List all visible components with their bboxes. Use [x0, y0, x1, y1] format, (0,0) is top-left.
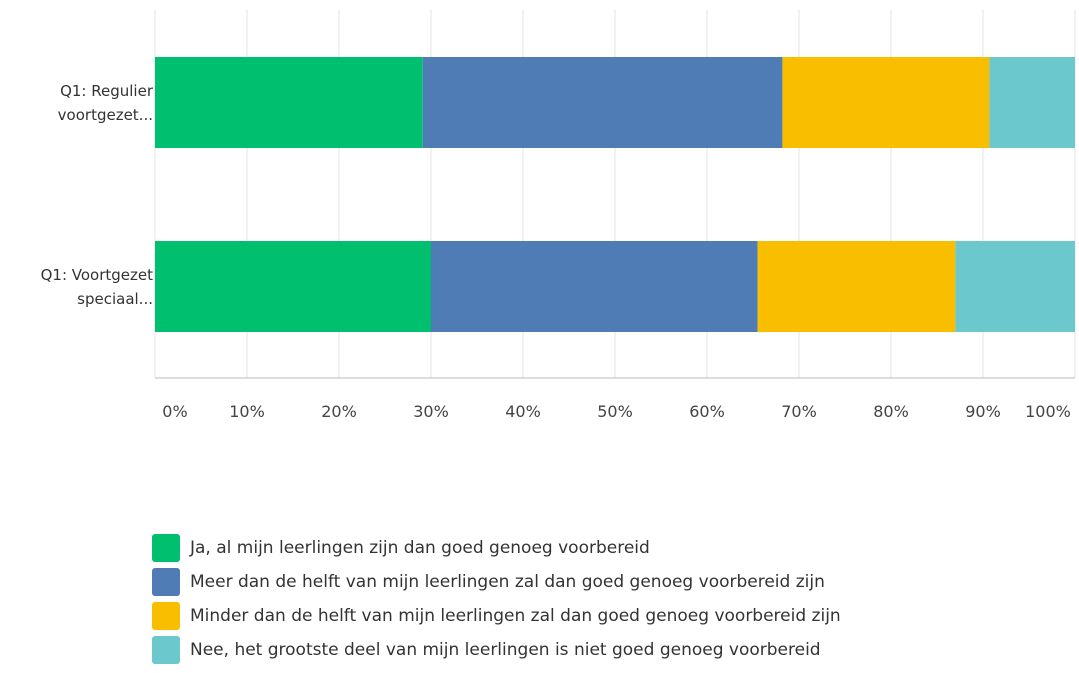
bar-segment	[431, 241, 758, 332]
bar-segment	[422, 57, 783, 148]
x-tick-label: 50%	[597, 402, 633, 421]
legend-swatch	[152, 568, 180, 596]
legend-label: Ja, al mijn leerlingen zijn dan goed gen…	[190, 538, 650, 558]
bar-segment	[155, 57, 423, 148]
bar-segment	[155, 241, 431, 332]
x-tick-label: 70%	[781, 402, 817, 421]
x-tick-label: 40%	[505, 402, 541, 421]
legend-label: Minder dan de helft van mijn leerlingen …	[190, 606, 841, 626]
legend-item: Ja, al mijn leerlingen zijn dan goed gen…	[152, 534, 650, 562]
bar-segment	[955, 241, 1075, 332]
legend-swatch	[152, 636, 180, 664]
bar-segment	[782, 57, 990, 148]
x-tick-label: 80%	[873, 402, 909, 421]
legend-label: Meer dan de helft van mijn leerlingen za…	[190, 572, 825, 592]
bar-segment	[989, 57, 1075, 148]
legend-label: Nee, het grootste deel van mijn leerling…	[190, 640, 821, 660]
x-tick-label: 100%	[1025, 402, 1071, 421]
x-tick-label: 20%	[321, 402, 357, 421]
legend-item: Minder dan de helft van mijn leerlingen …	[152, 602, 841, 630]
x-tick-label: 30%	[413, 402, 449, 421]
category-label: Q1: Regulier voortgezet...	[57, 81, 153, 124]
bar-segment	[757, 241, 956, 332]
x-tick-label: 0%	[162, 402, 188, 421]
legend-item: Nee, het grootste deel van mijn leerling…	[152, 636, 821, 664]
legend-swatch	[152, 602, 180, 630]
category-label: Q1: Voortgezet speciaal...	[40, 265, 153, 308]
legend-item: Meer dan de helft van mijn leerlingen za…	[152, 568, 825, 596]
legend-swatch	[152, 534, 180, 562]
x-tick-label: 90%	[965, 402, 1001, 421]
x-tick-label: 10%	[229, 402, 265, 421]
x-tick-label: 60%	[689, 402, 725, 421]
